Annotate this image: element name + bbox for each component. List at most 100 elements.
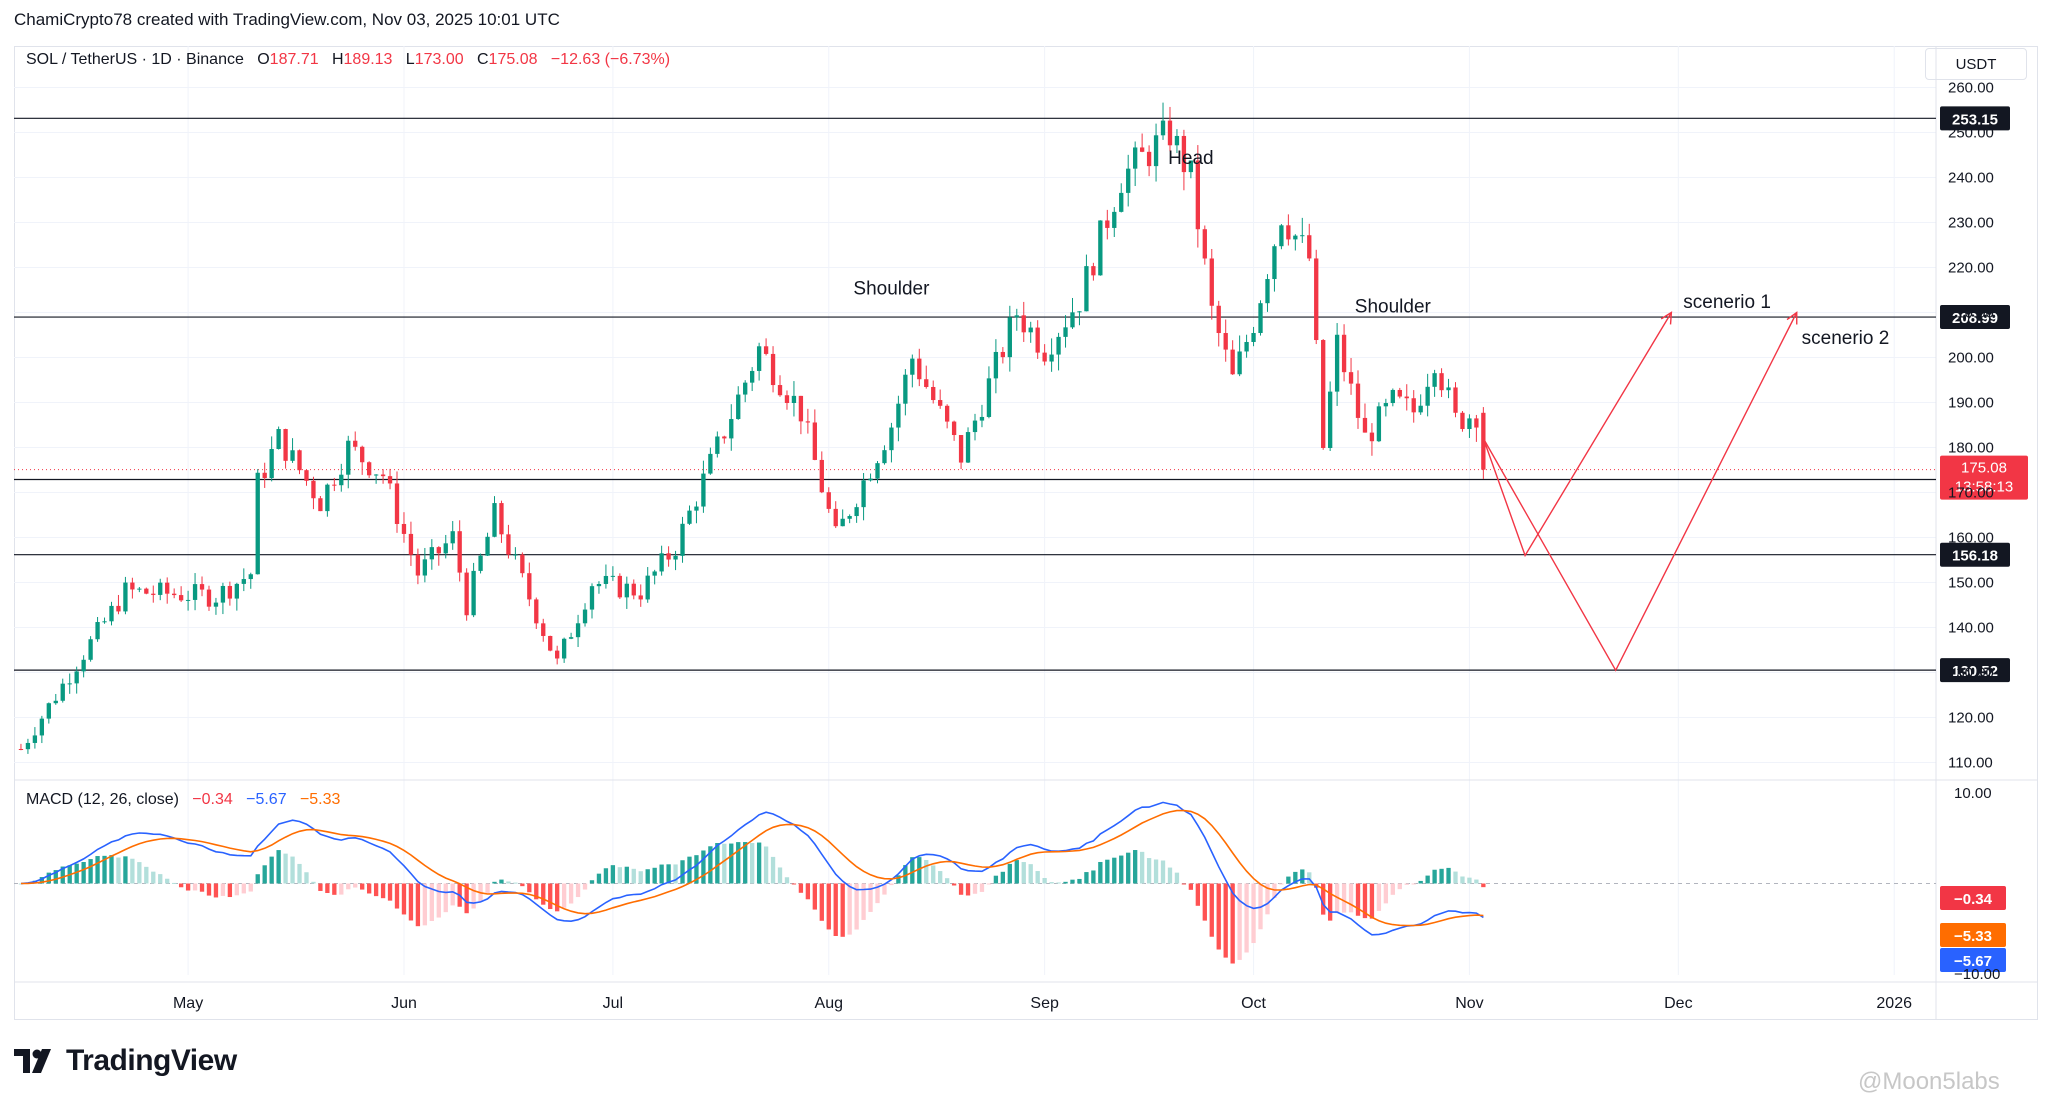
candle-body	[1474, 418, 1479, 428]
candle-body	[464, 572, 469, 616]
candle-body	[555, 650, 560, 659]
macd-histogram-bar	[659, 864, 664, 884]
candle-body	[603, 575, 609, 584]
macd-histogram-bar	[276, 850, 281, 884]
macd-histogram-bar	[854, 883, 859, 930]
macd-pane: −0.34 −5.33 −5.67	[14, 801, 2006, 972]
candle-body	[74, 671, 79, 684]
candle-body	[436, 547, 441, 554]
high-label: H	[331, 51, 344, 68]
grid	[14, 46, 2038, 1020]
macd-histogram-bar	[819, 883, 824, 921]
macd-histogram-bar	[325, 883, 330, 894]
macd-histogram-bar	[1007, 863, 1012, 884]
chart-caption: ChamiCrypto78 created with TradingView.c…	[14, 10, 560, 29]
candle-body	[478, 555, 483, 571]
macd-histogram-bar	[1098, 861, 1103, 884]
macd-histogram-bar	[401, 883, 407, 915]
macd-histogram-bar	[575, 883, 581, 898]
macd-histogram-bar	[1146, 858, 1152, 884]
candle-body	[450, 531, 455, 544]
pattern-label: Head	[1168, 148, 1213, 169]
macd-histogram-bar	[408, 883, 414, 921]
macd-title: MACD (12, 26, close)	[26, 791, 179, 808]
macd-histogram-bar	[1077, 878, 1082, 884]
macd-histogram-bar	[1028, 864, 1033, 884]
candle-body	[1167, 120, 1173, 146]
candle-body	[18, 749, 24, 750]
macd-histogram-bar	[213, 883, 219, 898]
macd-histogram-bar	[1418, 880, 1423, 884]
macd-histogram-bar	[471, 883, 476, 909]
candle-body	[1195, 160, 1200, 230]
close-label: C	[476, 51, 489, 68]
candle-body	[736, 394, 741, 420]
macd-histogram-bar	[1195, 883, 1200, 906]
candle-body	[1049, 354, 1054, 362]
candle-body	[492, 503, 497, 537]
macd-histogram-bar	[1139, 851, 1145, 884]
candle-body	[666, 553, 671, 560]
candle-body	[471, 570, 476, 616]
open-label: O	[257, 51, 270, 68]
candle-body	[722, 436, 727, 439]
level-label: 130.52	[1952, 663, 1998, 680]
candle-body	[833, 508, 838, 527]
candle-body	[701, 473, 706, 507]
candle-body	[777, 385, 783, 396]
watermark-text: @Moon5labs	[1858, 1068, 2000, 1095]
candle-body	[387, 476, 393, 484]
macd-histogram-bar	[624, 866, 629, 884]
macd-histogram-bar	[993, 875, 999, 884]
candle-body	[1265, 279, 1270, 304]
scenario-arrowhead	[1786, 311, 1798, 325]
macd-histogram-bar	[450, 883, 455, 906]
candle-body	[1327, 391, 1333, 448]
candle-body	[986, 378, 992, 417]
candle-body	[1105, 220, 1110, 228]
price-tick-label: 190.00	[1948, 395, 1994, 412]
macd-legend[interactable]: MACD (12, 26, close) −0.34 −5.67 −5.33	[26, 791, 340, 809]
macd-histogram-bar	[262, 865, 267, 884]
price-tick-label: 180.00	[1948, 440, 1994, 457]
candle-body	[972, 420, 978, 433]
candle-body	[457, 531, 462, 573]
low-label: L	[405, 51, 415, 68]
macd-histogram-bar	[18, 883, 24, 885]
low-value: 173.00	[414, 51, 464, 68]
macd-histogram-bar	[95, 856, 100, 884]
candle-body	[144, 588, 149, 594]
candle-body	[353, 440, 358, 447]
macd-histogram-bar	[568, 883, 574, 904]
macd-histogram-bar	[387, 883, 393, 901]
macd-histogram-bar	[1209, 883, 1214, 937]
candle-body	[172, 593, 177, 596]
candle-body	[652, 571, 657, 576]
scenario-path	[1482, 312, 1798, 672]
macd-histogram-bar	[784, 877, 790, 884]
macd-histogram-bar	[318, 883, 323, 891]
candle-body	[513, 554, 518, 556]
currency-button[interactable]: USDT	[1925, 48, 2027, 80]
symbol-name[interactable]: SOL / TetherUS · 1D · Binance	[26, 51, 244, 68]
macd-histogram-bar	[332, 883, 337, 895]
macd-histogram-bar	[596, 873, 602, 884]
candle-body	[1355, 383, 1361, 418]
candle-body	[1334, 334, 1340, 392]
macd-histogram-bar	[1293, 871, 1298, 884]
candle-body	[401, 523, 407, 534]
macd-histogram-bar	[74, 863, 79, 884]
tradingview-brand[interactable]: TradingView	[14, 1044, 237, 1078]
candle-body	[861, 480, 866, 508]
macd-histogram-bar	[206, 883, 212, 896]
candle-body	[1146, 151, 1152, 167]
macd-line-tag	[1940, 948, 2006, 972]
macd-histogram-bar	[1474, 879, 1479, 884]
change-value: −12.63 (−6.73%)	[550, 51, 671, 68]
candle-body	[951, 421, 957, 436]
candle-body	[1272, 246, 1277, 280]
level-tag	[1940, 542, 2010, 567]
macd-histogram-bar	[1223, 883, 1228, 958]
macd-histogram-bar	[443, 883, 448, 913]
